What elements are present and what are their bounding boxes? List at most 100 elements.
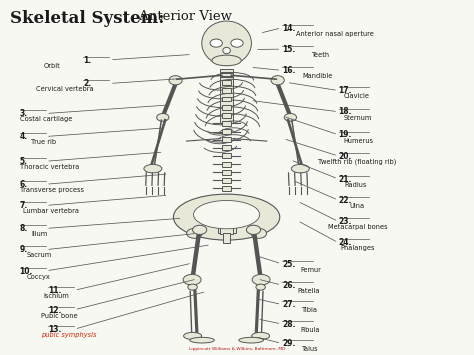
Text: Patella: Patella	[298, 288, 320, 294]
Bar	[222, 202, 231, 207]
Text: 12.: 12.	[48, 306, 61, 315]
Text: Twelfth rib (floating rib): Twelfth rib (floating rib)	[318, 159, 397, 165]
Text: Femur: Femur	[301, 267, 322, 273]
Bar	[218, 202, 236, 233]
Ellipse shape	[223, 47, 230, 54]
Text: Skeletal System:: Skeletal System:	[10, 10, 164, 27]
Text: Transverse process: Transverse process	[19, 187, 83, 193]
Text: Clavicle: Clavicle	[343, 93, 369, 99]
Text: 22.: 22.	[338, 196, 352, 205]
Ellipse shape	[212, 55, 241, 66]
Text: 15.: 15.	[282, 45, 295, 54]
Ellipse shape	[173, 77, 181, 82]
Bar	[222, 194, 231, 199]
Ellipse shape	[252, 332, 270, 339]
Bar	[222, 219, 231, 223]
Bar	[222, 162, 231, 166]
Text: Humerus: Humerus	[343, 137, 374, 143]
Ellipse shape	[231, 39, 243, 47]
Text: Sternum: Sternum	[343, 115, 372, 121]
Bar	[222, 178, 231, 183]
Text: 19.: 19.	[338, 131, 352, 140]
Bar	[222, 121, 231, 126]
Text: 9.: 9.	[19, 245, 27, 255]
Bar	[222, 170, 231, 175]
Ellipse shape	[239, 337, 264, 343]
Text: 28.: 28.	[282, 320, 295, 329]
Text: 8.: 8.	[19, 224, 28, 233]
Text: 13.: 13.	[48, 325, 61, 334]
Ellipse shape	[251, 228, 266, 238]
Text: 4.: 4.	[19, 132, 27, 141]
Text: 24.: 24.	[338, 238, 352, 247]
Ellipse shape	[183, 274, 201, 285]
Text: pubic symphysis: pubic symphysis	[41, 332, 96, 338]
Text: Sacrum: Sacrum	[27, 252, 52, 258]
Text: Talus: Talus	[302, 346, 319, 352]
Text: Lippincott Williams & Wilkins, Baltimore, MD: Lippincott Williams & Wilkins, Baltimore…	[189, 348, 285, 351]
Text: 10.: 10.	[19, 267, 33, 275]
Ellipse shape	[246, 225, 261, 234]
Bar	[220, 73, 233, 76]
Text: 1.: 1.	[83, 55, 91, 65]
Ellipse shape	[284, 114, 297, 121]
Bar	[222, 105, 231, 110]
Bar	[220, 81, 233, 85]
Ellipse shape	[187, 228, 202, 238]
Bar	[223, 233, 230, 243]
Text: 7.: 7.	[19, 201, 28, 210]
Ellipse shape	[173, 194, 280, 240]
Bar	[222, 186, 231, 191]
Bar	[220, 225, 233, 234]
Text: 20.: 20.	[338, 152, 352, 161]
Text: Thoracic vertebra: Thoracic vertebra	[19, 164, 79, 170]
Ellipse shape	[183, 332, 201, 339]
Ellipse shape	[252, 274, 270, 285]
Bar	[222, 80, 231, 85]
Ellipse shape	[144, 164, 162, 173]
Text: Orbit: Orbit	[43, 62, 60, 69]
Text: 6.: 6.	[19, 180, 27, 189]
Bar	[222, 211, 231, 215]
Text: 26.: 26.	[282, 281, 295, 290]
Text: Teeth: Teeth	[312, 52, 330, 58]
Text: Ischium: Ischium	[43, 293, 69, 299]
Text: Fibula: Fibula	[301, 327, 320, 333]
Bar	[220, 77, 233, 123]
Text: 5.: 5.	[19, 157, 27, 166]
Text: 18.: 18.	[338, 108, 352, 116]
Text: Costal cartilage: Costal cartilage	[19, 116, 72, 122]
Bar	[222, 137, 231, 142]
Text: Ilium: Ilium	[31, 231, 48, 237]
Bar	[222, 145, 231, 150]
Bar	[222, 88, 231, 93]
Ellipse shape	[156, 114, 169, 121]
Text: 11.: 11.	[48, 286, 61, 295]
Ellipse shape	[192, 225, 207, 234]
Text: 21.: 21.	[338, 175, 352, 184]
Text: Radius: Radius	[345, 182, 367, 188]
Ellipse shape	[256, 284, 265, 290]
Ellipse shape	[202, 21, 251, 65]
Text: 17.: 17.	[338, 86, 352, 95]
Bar	[220, 77, 233, 81]
Bar	[222, 129, 231, 134]
Bar	[222, 153, 231, 158]
Text: 2.: 2.	[83, 79, 91, 88]
Text: 14.: 14.	[282, 24, 295, 33]
Text: 25.: 25.	[282, 260, 295, 268]
Bar	[220, 86, 233, 89]
Text: Metacarpal bones: Metacarpal bones	[328, 224, 388, 230]
Text: Tibia: Tibia	[302, 307, 318, 313]
Text: Coccyx: Coccyx	[27, 274, 50, 280]
Text: Phalanges: Phalanges	[340, 245, 374, 251]
Ellipse shape	[188, 284, 197, 290]
Text: Pubic bone: Pubic bone	[41, 313, 77, 318]
Bar	[220, 69, 233, 72]
Text: Ulna: Ulna	[349, 203, 365, 209]
Text: Lumbar vertebra: Lumbar vertebra	[23, 208, 79, 214]
Ellipse shape	[190, 337, 214, 343]
Text: 29.: 29.	[282, 339, 295, 348]
Ellipse shape	[193, 201, 260, 229]
Text: 27.: 27.	[282, 300, 295, 309]
